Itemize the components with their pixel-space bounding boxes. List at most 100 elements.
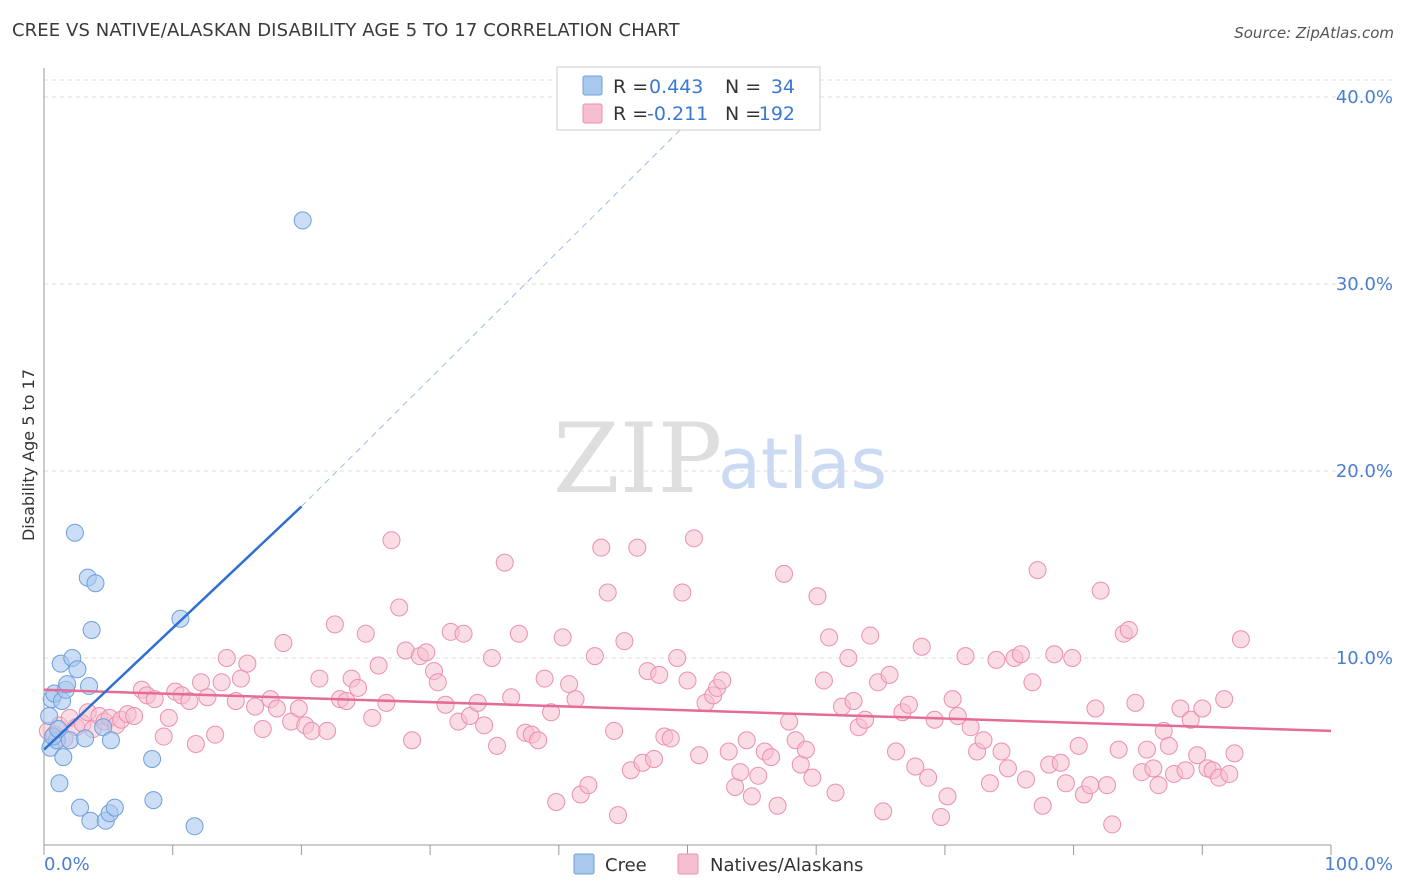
natives-point: [1193, 699, 1212, 718]
watermark-zip: ZIP: [553, 403, 722, 515]
natives-point: [1109, 740, 1128, 759]
cree-point: [50, 774, 69, 793]
natives-point: [762, 748, 781, 767]
natives-point: [337, 692, 356, 711]
natives-point: [192, 673, 211, 692]
natives-point: [1063, 649, 1082, 667]
natives-point: [1098, 776, 1117, 795]
natives-point: [206, 725, 225, 744]
natives-point: [998, 759, 1017, 778]
natives-point: [844, 692, 863, 711]
natives-point: [289, 699, 308, 718]
natives-point: [992, 742, 1011, 761]
natives-point: [899, 695, 918, 714]
legend-label-cree: Cree: [605, 855, 647, 876]
natives-point: [159, 708, 178, 727]
cree-point: [76, 729, 95, 748]
natives-point: [1045, 645, 1064, 664]
natives-point: [1023, 673, 1042, 692]
y-tick-label: 30.0%: [1336, 274, 1393, 295]
natives-point: [246, 697, 265, 716]
cree-trend-extension: [301, 96, 714, 507]
natives-r-label: R =: [613, 103, 648, 125]
natives-point: [925, 710, 944, 729]
natives-point: [615, 632, 634, 651]
natives-point: [180, 692, 199, 711]
natives-point: [1056, 774, 1075, 793]
natives-point: [325, 615, 344, 634]
natives-point: [1159, 736, 1178, 755]
natives-point: [535, 669, 554, 688]
natives-point: [363, 708, 382, 727]
cree-point: [82, 620, 101, 639]
watermark: ZIP atlas: [553, 403, 887, 515]
natives-point: [1137, 740, 1156, 759]
cree-point: [185, 817, 204, 836]
legend-swatch-natives: [677, 853, 699, 875]
natives-point: [566, 690, 585, 709]
cree-point: [105, 798, 124, 817]
trend-lines: [301, 96, 714, 507]
tick-labels: 10.0% 20.0% 30.0% 40.0% 0.0% 100.0%: [44, 87, 1393, 875]
natives-point: [495, 553, 514, 572]
natives-point: [1149, 776, 1168, 795]
natives-point: [1086, 699, 1105, 718]
natives-point: [1081, 776, 1100, 795]
natives-point: [154, 727, 173, 746]
natives-point: [1126, 693, 1145, 712]
natives-point: [1225, 744, 1244, 763]
natives-point: [826, 783, 845, 802]
natives-point: [1091, 581, 1110, 600]
natives-point: [428, 673, 447, 692]
natives-trend-line: [43, 688, 1332, 733]
natives-point: [1069, 736, 1088, 755]
natives-point: [956, 647, 975, 666]
natives-point: [475, 716, 494, 735]
natives-point: [382, 531, 401, 550]
legend-swatch-cree: [573, 853, 595, 875]
natives-point: [713, 671, 732, 690]
cree-n-label: N =: [725, 76, 761, 98]
natives-point: [886, 742, 905, 761]
cree-point: [293, 211, 312, 230]
natives-point: [1231, 630, 1250, 649]
natives-point: [938, 787, 957, 806]
natives-point: [980, 774, 999, 793]
natives-point: [529, 731, 548, 750]
natives-point: [661, 729, 680, 748]
gridlines: [44, 79, 1392, 659]
natives-point: [1028, 561, 1047, 580]
natives-point: [482, 649, 501, 667]
chart-title: CREE VS NATIVE/ALASKAN DISABILITY AGE 5 …: [12, 20, 680, 41]
natives-point: [579, 776, 598, 795]
natives-point: [1188, 746, 1207, 765]
natives-point: [1119, 620, 1138, 639]
natives-point: [861, 626, 880, 645]
natives-point: [390, 598, 409, 617]
y-axis-label: Disability Age 5 to 17: [19, 369, 38, 541]
natives-point: [987, 650, 1006, 669]
natives-point: [417, 643, 436, 662]
natives-point: [1181, 710, 1200, 729]
y-tick-label: 20.0%: [1336, 461, 1393, 482]
natives-point: [731, 763, 750, 782]
cree-r-value: 0.443: [649, 76, 703, 98]
natives-point: [605, 721, 624, 740]
natives-point: [542, 703, 561, 722]
natives-point: [598, 583, 617, 602]
natives-point: [509, 624, 528, 643]
natives-r-value: -0.211: [647, 103, 708, 125]
cree-point: [86, 574, 105, 593]
natives-point: [488, 736, 507, 755]
cree-point: [81, 811, 100, 830]
cree-point: [144, 791, 163, 810]
natives-point: [768, 796, 787, 815]
natives-point: [1103, 815, 1122, 834]
cree-point: [171, 609, 190, 628]
natives-point: [436, 695, 455, 714]
natives-point: [912, 637, 931, 656]
cree-point: [54, 748, 73, 767]
natives-point: [737, 731, 756, 750]
x-tick-label: 100.0%: [1324, 854, 1393, 875]
